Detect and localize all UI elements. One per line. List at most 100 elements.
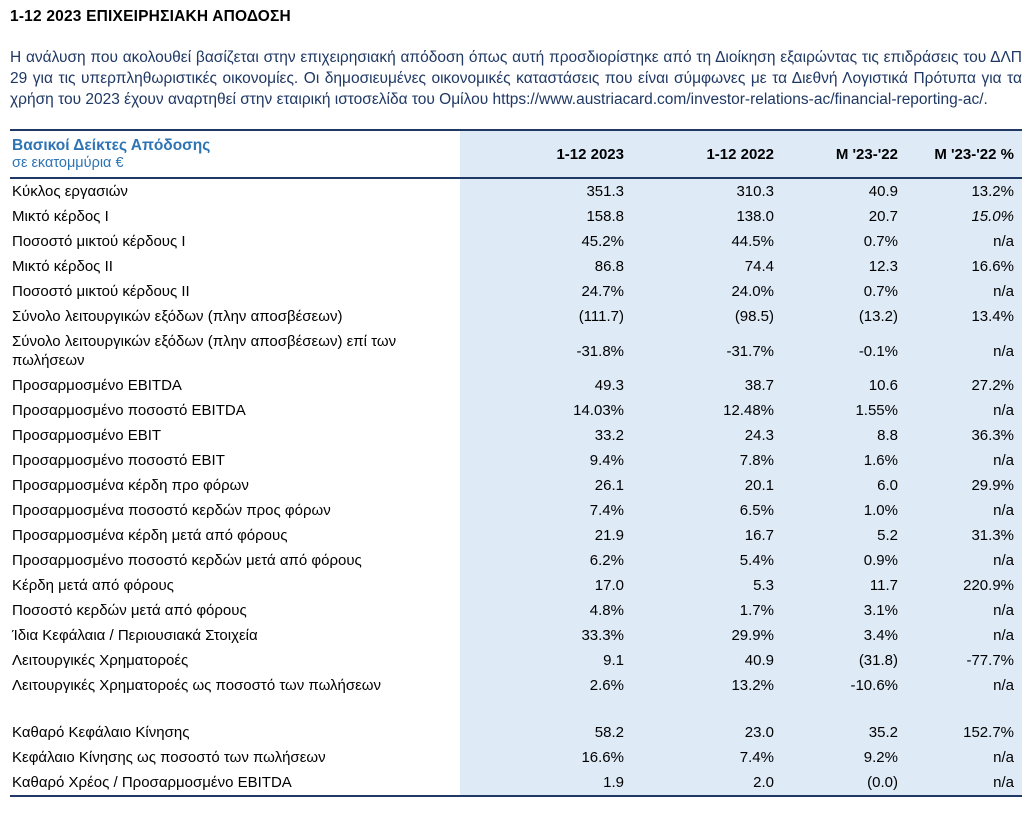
- value-cell: 5.4%: [632, 548, 782, 573]
- row-label: Ποσοστό μικτού κέρδους Ι: [10, 229, 460, 254]
- value-cell: 351.3: [460, 178, 632, 204]
- value-cell: (13.2): [782, 304, 906, 329]
- value-cell: 152.7%: [906, 720, 1022, 745]
- value-cell: 45.2%: [460, 229, 632, 254]
- value-cell: (31.8): [782, 648, 906, 673]
- value-cell: 158.8: [460, 204, 632, 229]
- row-label: Προσαρμοσμένα ποσοστό κερδών προς φόρων: [10, 498, 460, 523]
- table-row: Λειτουργικές Χρηματοροές ως ποσοστό των …: [10, 673, 1022, 698]
- value-cell: 2.6%: [460, 673, 632, 698]
- value-cell: 29.9%: [632, 623, 782, 648]
- table-row: Μικτό κέρδος Ι 158.8 138.0 20.7 15.0%: [10, 204, 1022, 229]
- value-cell: 13.2%: [632, 673, 782, 698]
- value-cell: 29.9%: [906, 473, 1022, 498]
- row-label: Ποσοστό μικτού κέρδους ΙΙ: [10, 279, 460, 304]
- table-row: Προσαρμοσμένο ποσοστό EBITDA 14.03% 12.48%…: [10, 398, 1022, 423]
- value-cell: 1.7%: [632, 598, 782, 623]
- value-cell: 74.4: [632, 254, 782, 279]
- row-label: Λειτουργικές Χρηματοροές ως ποσοστό των …: [10, 673, 460, 698]
- value-cell: 6.2%: [460, 548, 632, 573]
- value-cell: -31.8%: [460, 329, 632, 373]
- intro-text: Η ανάλυση που ακολουθεί βασίζεται στην ε…: [10, 49, 1022, 108]
- value-cell: 20.7: [782, 204, 906, 229]
- row-label: Κεφάλαιο Κίνησης ως ποσοστό των πωλήσεων: [10, 745, 460, 770]
- table-row: Σύνολο λειτουργικών εξόδων (πλην αποσβέσ…: [10, 329, 1022, 373]
- value-cell: n/a: [906, 229, 1022, 254]
- value-cell: 4.8%: [460, 598, 632, 623]
- value-cell: 16.6%: [906, 254, 1022, 279]
- value-cell: 26.1: [460, 473, 632, 498]
- value-cell: 40.9: [632, 648, 782, 673]
- value-cell: 7.4%: [460, 498, 632, 523]
- row-label: Κύκλος εργασιών: [10, 178, 460, 204]
- value-cell: 24.3: [632, 423, 782, 448]
- value-cell: 16.6%: [460, 745, 632, 770]
- value-cell: [782, 698, 906, 720]
- value-cell: 23.0: [632, 720, 782, 745]
- value-cell: 24.7%: [460, 279, 632, 304]
- value-cell: 24.0%: [632, 279, 782, 304]
- value-cell: -77.7%: [906, 648, 1022, 673]
- value-cell: 138.0: [632, 204, 782, 229]
- value-cell: 0.9%: [782, 548, 906, 573]
- value-cell: 3.1%: [782, 598, 906, 623]
- value-cell: 6.0: [782, 473, 906, 498]
- value-cell: -10.6%: [782, 673, 906, 698]
- value-cell: 0.7%: [782, 229, 906, 254]
- value-cell: 12.48%: [632, 398, 782, 423]
- value-cell: (98.5): [632, 304, 782, 329]
- value-cell: 15.0%: [906, 204, 1022, 229]
- value-cell: 14.03%: [460, 398, 632, 423]
- financial-reporting-link[interactable]: https://www.austriacard.com/investor-rel…: [492, 91, 984, 108]
- value-cell: 58.2: [460, 720, 632, 745]
- value-cell: n/a: [906, 623, 1022, 648]
- table-row: Ποσοστό κερδών μετά από φόρους 4.8% 1.7% 3.…: [10, 598, 1022, 623]
- value-cell: 12.3: [782, 254, 906, 279]
- table-row: Προσαρμοσμένα ποσοστό κερδών προς φόρων 7…: [10, 498, 1022, 523]
- table-row: Καθαρό Χρέος / Προσαρμοσμένο EBITDA 1.9 2.…: [10, 770, 1022, 796]
- value-cell: 40.9: [782, 178, 906, 204]
- row-label: Προσαρμοσμένο EBITDA: [10, 373, 460, 398]
- value-cell: 35.2: [782, 720, 906, 745]
- value-cell: 11.7: [782, 573, 906, 598]
- value-cell: 49.3: [460, 373, 632, 398]
- value-cell: -31.7%: [632, 329, 782, 373]
- spacer-row: [10, 698, 1022, 720]
- table-row: Ποσοστό μικτού κέρδους Ι 45.2% 44.5% 0.7% n/…: [10, 229, 1022, 254]
- row-label: Λειτουργικές Χρηματοροές: [10, 648, 460, 673]
- value-cell: 13.4%: [906, 304, 1022, 329]
- row-label: Προσαρμοσμένα κέρδη μετά από φόρους: [10, 523, 460, 548]
- table-row: Προσαρμοσμένο ποσοστό EBIT 9.4% 7.8% 1.6% n/…: [10, 448, 1022, 473]
- value-cell: 1.55%: [782, 398, 906, 423]
- row-label: Προσαρμοσμένο ποσοστό EBIT: [10, 448, 460, 473]
- value-cell: n/a: [906, 745, 1022, 770]
- value-cell: 9.2%: [782, 745, 906, 770]
- value-cell: 21.9: [460, 523, 632, 548]
- value-cell: 310.3: [632, 178, 782, 204]
- value-cell: 9.4%: [460, 448, 632, 473]
- value-cell: n/a: [906, 448, 1022, 473]
- row-label: Κέρδη μετά από φόρους: [10, 573, 460, 598]
- intro-period: .: [983, 91, 988, 108]
- table-row: Κύκλος εργασιών 351.3 310.3 40.9 13.2%: [10, 178, 1022, 204]
- table-row: Ίδια Κεφάλαια / Περιουσιακά Στοιχεία 33.3…: [10, 623, 1022, 648]
- value-cell: 1.9: [460, 770, 632, 796]
- value-cell: [460, 698, 632, 720]
- table-row: Ποσοστό μικτού κέρδους ΙΙ 24.7% 24.0% 0.7% n…: [10, 279, 1022, 304]
- table-header-metrics: Βασικοί Δείκτες Απόδοσης σε εκατομμύρια …: [10, 130, 460, 178]
- value-cell: n/a: [906, 770, 1022, 796]
- row-label: Προσαρμοσμένο EBIT: [10, 423, 460, 448]
- column-header-1-12-2023: 1-12 2023: [460, 130, 632, 178]
- value-cell: [906, 698, 1022, 720]
- value-cell: 6.5%: [632, 498, 782, 523]
- table-row: Καθαρό Κεφάλαιο Κίνησης 58.2 23.0 35.2 152.7…: [10, 720, 1022, 745]
- kpi-table-body: Κύκλος εργασιών 351.3 310.3 40.9 13.2% Μικτό …: [10, 178, 1022, 796]
- row-label: Προσαρμοσμένο ποσοστό κερδών μετά από φό…: [10, 548, 460, 573]
- kpi-table: Βασικοί Δείκτες Απόδοσης σε εκατομμύρια …: [10, 129, 1022, 797]
- value-cell: 38.7: [632, 373, 782, 398]
- column-header-delta-percent: Μ '23-'22 %: [906, 130, 1022, 178]
- row-label: Ποσοστό κερδών μετά από φόρους: [10, 598, 460, 623]
- value-cell: 86.8: [460, 254, 632, 279]
- value-cell: [632, 698, 782, 720]
- value-cell: 13.2%: [906, 178, 1022, 204]
